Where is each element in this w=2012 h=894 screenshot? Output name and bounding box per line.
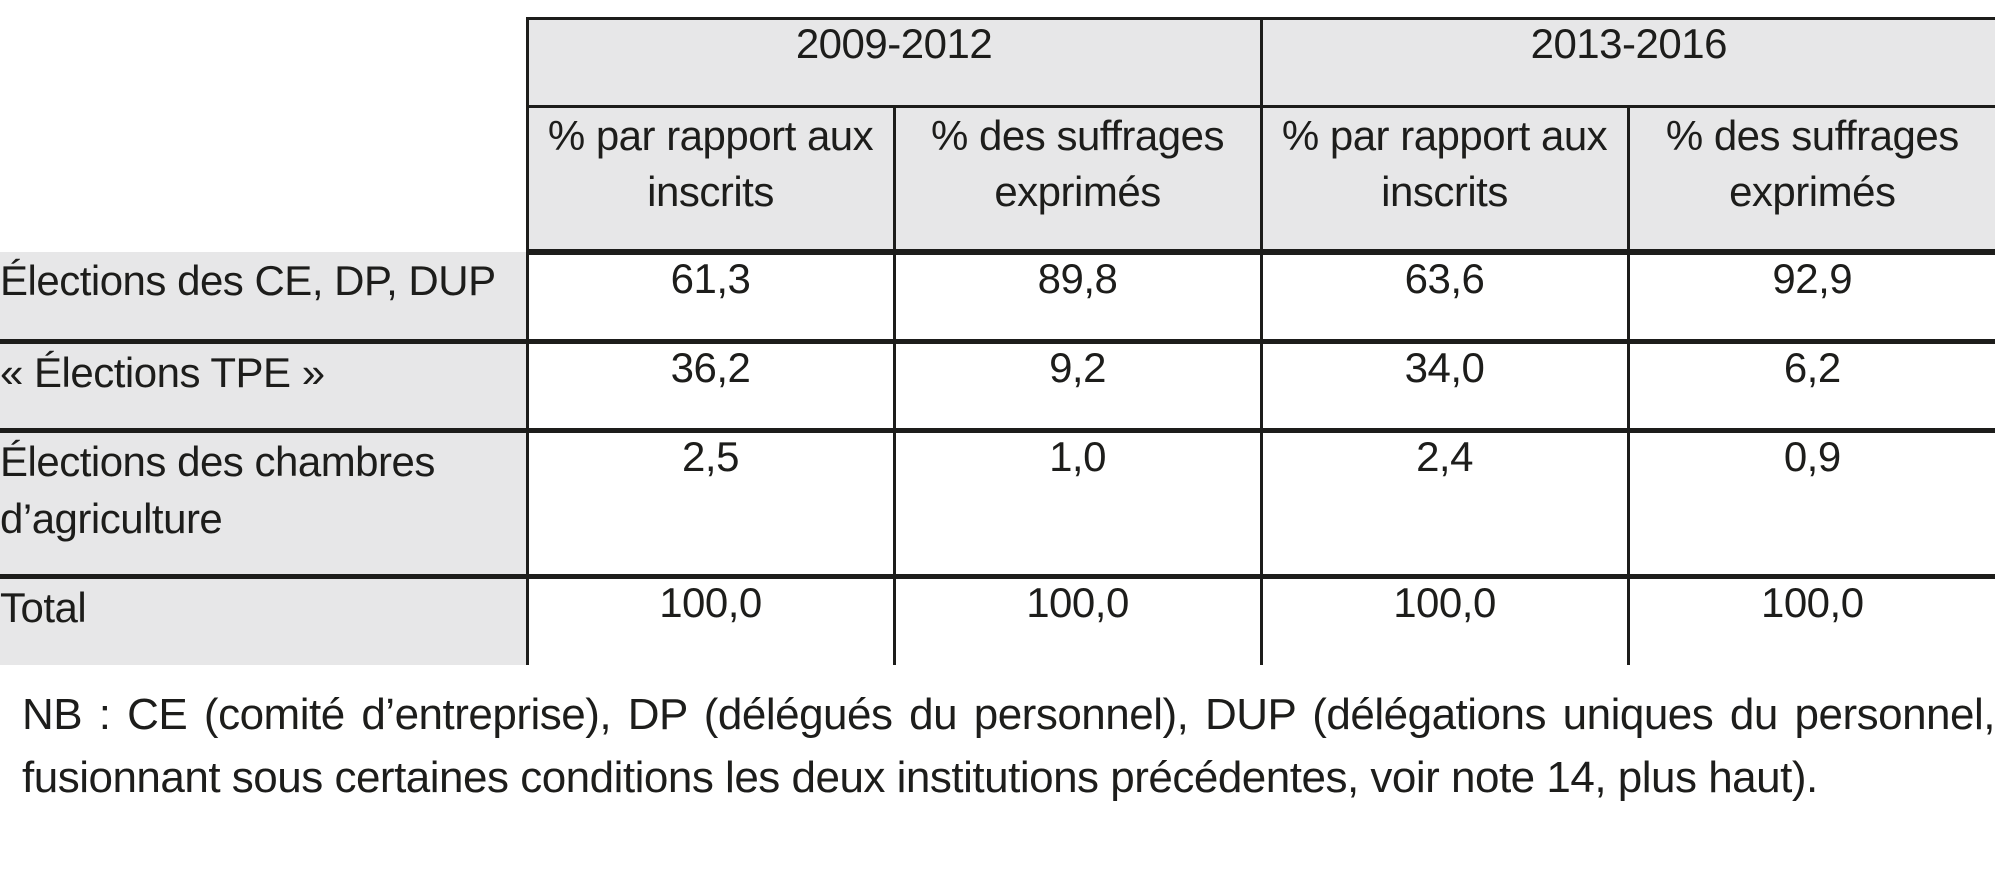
table-row-chambres-agriculture: Élections des chambres d’agriculture 2,5… xyxy=(0,430,1996,579)
data-cell: 61,3 xyxy=(525,251,894,344)
footnote: NB : CE (comité d’entreprise), DP (délég… xyxy=(22,689,1996,802)
data-cell: 9,2 xyxy=(892,341,1262,433)
measure-header: % des suffrages exprimés xyxy=(1626,106,1996,255)
data-cell: 2,4 xyxy=(1259,430,1629,579)
measure-header: % par rapport aux inscrits xyxy=(1259,106,1629,255)
measure-header: % par rapport aux inscrits xyxy=(525,106,894,255)
table-row-elections-ce-dp-dup: Élections des CE, DP, DUP 61,3 89,8 63,6… xyxy=(0,251,1996,344)
data-cell: 92,9 xyxy=(1626,251,1996,344)
corner-cell xyxy=(0,106,527,252)
table-row-total: Total 100,0 100,0 100,0 100,0 xyxy=(0,576,1996,665)
measure-header: % des suffrages exprimés xyxy=(892,106,1262,255)
data-cell: 89,8 xyxy=(892,251,1262,344)
data-cell: 63,6 xyxy=(1259,251,1629,344)
period-header-2013-2016: 2013-2016 xyxy=(1259,17,1996,108)
row-label: Élections des CE, DP, DUP xyxy=(0,251,529,344)
data-cell: 100,0 xyxy=(525,576,894,665)
corner-cell xyxy=(0,18,527,107)
data-cell: 1,0 xyxy=(892,430,1262,579)
period-header-row: 2009-2012 2013-2016 xyxy=(0,17,1996,108)
table-row-elections-tpe: « Élections TPE » 36,2 9,2 34,0 6,2 xyxy=(0,341,1996,433)
row-label: Total xyxy=(0,576,529,665)
row-label: Élections des chambres d’agriculture xyxy=(0,430,529,579)
results-table: 2009-2012 2013-2016 % par rapport aux in… xyxy=(0,17,1996,665)
row-label: « Élections TPE » xyxy=(0,341,529,433)
data-cell: 34,0 xyxy=(1259,341,1629,433)
data-cell: 100,0 xyxy=(892,576,1262,665)
measure-header-row: % par rapport aux inscrits % des suffrag… xyxy=(0,106,1996,255)
data-cell: 100,0 xyxy=(1259,576,1629,665)
data-cell: 36,2 xyxy=(525,341,894,433)
data-cell: 6,2 xyxy=(1626,341,1996,433)
period-header-2009-2012: 2009-2012 xyxy=(525,17,1262,108)
data-cell: 100,0 xyxy=(1626,576,1996,665)
data-cell: 0,9 xyxy=(1626,430,1996,579)
data-cell: 2,5 xyxy=(525,430,894,579)
